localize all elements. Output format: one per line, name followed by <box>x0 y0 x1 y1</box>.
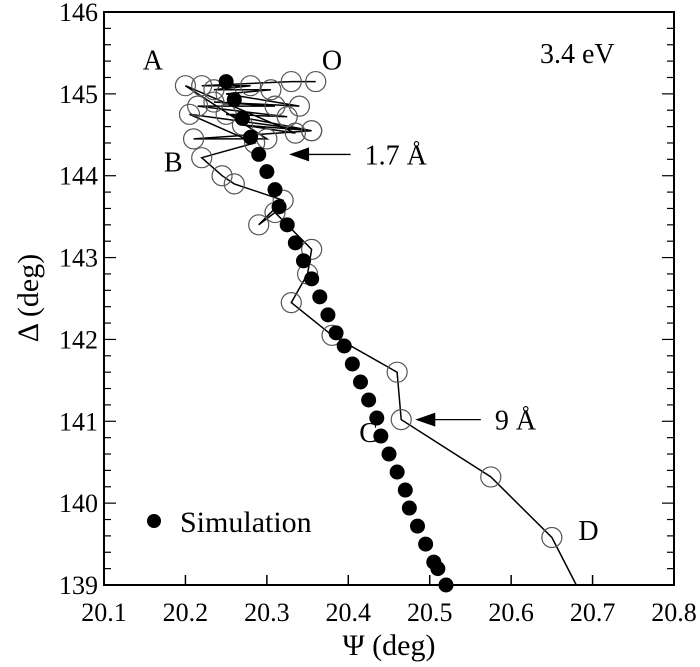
x-tick-label: 20.8 <box>651 598 697 627</box>
experiment-open-circle <box>284 122 306 144</box>
experiment-open-circle <box>203 91 225 113</box>
experiment-open-circle <box>390 409 412 431</box>
x-tick-label: 20.3 <box>244 598 290 627</box>
plot-frame <box>103 11 675 586</box>
simulation-dot <box>361 392 377 408</box>
y-tick-label: 143 <box>59 244 98 273</box>
point-label: B <box>164 148 183 179</box>
simulation-dot <box>287 235 303 251</box>
energy-annotation: 3.4 eV <box>540 39 615 70</box>
y-tick-label: 140 <box>59 489 98 518</box>
simulation-dot <box>401 500 417 516</box>
simulation-dot <box>267 182 283 198</box>
experiment-open-circle <box>260 79 282 101</box>
simulation-points <box>218 74 454 593</box>
arrow-head-icon <box>289 147 310 162</box>
point-label: A <box>143 45 164 76</box>
y-axis-title: Δ (deg) <box>12 254 45 342</box>
experiment-open-circle <box>305 70 327 93</box>
simulation-dot <box>226 92 242 108</box>
point-label: O <box>322 45 342 76</box>
simulation-dot <box>259 164 275 180</box>
experiment-open-circle <box>178 103 201 125</box>
simulation-dot <box>312 289 328 305</box>
x-tick-label: 20.4 <box>326 598 372 627</box>
experiment-open-circle <box>182 128 205 150</box>
y-tick-label: 141 <box>59 407 98 436</box>
simulation-dot <box>373 428 389 444</box>
simulation-dot <box>389 464 405 480</box>
simulation-dot <box>410 518 425 534</box>
simulation-dot <box>271 199 287 215</box>
simulation-dot <box>418 536 434 552</box>
y-tick-label: 146 <box>59 0 98 27</box>
simulation-dot <box>438 577 454 593</box>
axis-tick-labels: 20.1 20.2 20.3 20.4 20.5 20.6 20.7 20.8 139 140 14… <box>59 0 697 627</box>
experiment-open-circle <box>211 165 233 187</box>
experiment-open-circle <box>187 95 209 117</box>
x-tick-label: 20.1 <box>81 598 127 627</box>
experiment-open-circle <box>280 291 302 314</box>
y-tick-label: 139 <box>59 571 98 600</box>
simulation-dot <box>320 307 336 323</box>
simulation-dot <box>397 482 413 498</box>
experiment-open-circle <box>280 70 302 93</box>
arrow-head-icon <box>415 412 436 427</box>
point-label: D <box>578 516 598 547</box>
experiment-open-circle <box>223 173 245 195</box>
x-tick-label: 20.7 <box>570 598 616 627</box>
simulation-dot <box>344 356 360 372</box>
y-tick-label: 144 <box>59 162 98 191</box>
legend-marker-icon <box>147 514 161 528</box>
simulation-dot <box>279 217 295 233</box>
axis-ticks <box>104 27 674 585</box>
experiment-open-circle <box>386 361 408 383</box>
x-tick-label: 20.5 <box>407 598 453 627</box>
simulation-dot <box>328 325 344 341</box>
point-label: C <box>359 418 378 449</box>
simulation-dot <box>353 374 368 390</box>
x-tick-label: 20.2 <box>163 598 209 627</box>
simulation-dot <box>218 74 234 90</box>
experiment-open-circle <box>288 95 311 117</box>
annotation-arrows: 1.7 Å 9 Å <box>289 140 537 437</box>
simulation-dot <box>369 410 385 426</box>
simulation-dot <box>234 110 250 126</box>
legend-label: Simulation <box>180 506 312 539</box>
x-axis-title: Ψ (deg) <box>343 629 436 662</box>
simulation-dot <box>296 253 311 269</box>
experiment-open-circle <box>203 79 225 101</box>
simulation-dot <box>243 129 259 145</box>
y-tick-label: 145 <box>59 80 98 109</box>
experiment-open-circle <box>301 120 323 142</box>
arrow-label: 1.7 Å <box>365 140 428 171</box>
y-tick-label: 142 <box>59 325 98 354</box>
experiment-open-circle <box>541 526 563 549</box>
experiment-open-circle <box>264 95 286 117</box>
experiment-open-circle <box>239 75 262 97</box>
experiment-open-circle <box>191 147 213 169</box>
experiment-open-circle <box>480 466 502 488</box>
simulation-dot <box>381 446 397 462</box>
simulation-dot <box>304 271 320 287</box>
experiment-open-circle <box>248 214 270 236</box>
simulation-dot <box>336 338 352 354</box>
arrow-label: 9 Å <box>495 406 537 437</box>
experiment-open-circle <box>191 75 213 97</box>
experiment-open-circle <box>301 238 323 260</box>
simulation-dot <box>251 146 267 162</box>
experiment-open-circle <box>215 103 237 125</box>
x-tick-label: 20.6 <box>488 598 534 627</box>
experiment-open-circle <box>174 75 197 97</box>
point-labels: A O B C D <box>143 45 599 547</box>
simulation-dot <box>430 561 446 577</box>
